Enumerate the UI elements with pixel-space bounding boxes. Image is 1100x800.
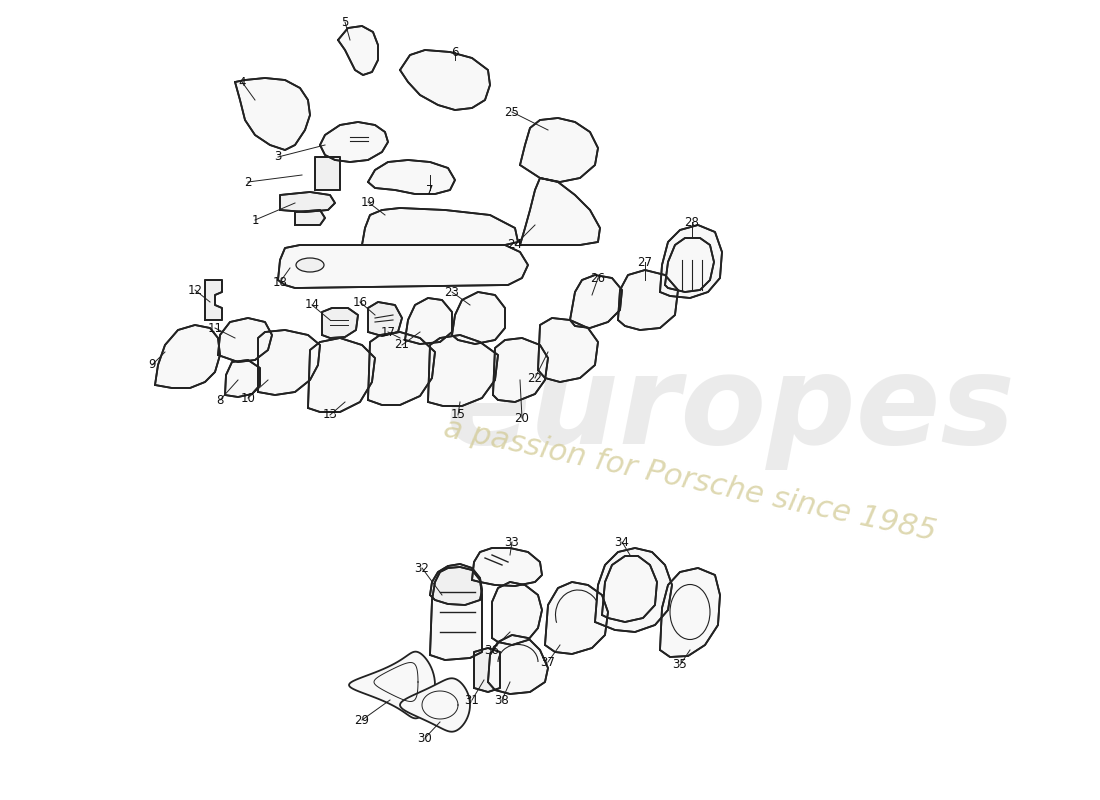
Polygon shape: [428, 335, 498, 406]
Polygon shape: [278, 245, 528, 288]
Polygon shape: [492, 582, 542, 645]
Text: 23: 23: [444, 286, 460, 298]
Text: 22: 22: [528, 371, 542, 385]
Text: 13: 13: [322, 409, 338, 422]
Polygon shape: [226, 360, 260, 397]
Text: 38: 38: [495, 694, 509, 706]
Text: 36: 36: [485, 643, 499, 657]
Polygon shape: [660, 568, 720, 657]
Polygon shape: [218, 318, 272, 362]
Text: 24: 24: [507, 238, 522, 251]
Text: a passion for Porsche since 1985: a passion for Porsche since 1985: [441, 414, 939, 546]
Text: 8: 8: [217, 394, 223, 406]
Polygon shape: [538, 318, 598, 382]
Text: 2: 2: [244, 175, 252, 189]
Polygon shape: [544, 582, 608, 654]
Polygon shape: [368, 332, 434, 405]
Polygon shape: [474, 648, 500, 692]
Text: 33: 33: [505, 535, 519, 549]
Polygon shape: [430, 564, 482, 605]
Polygon shape: [400, 678, 470, 732]
Polygon shape: [595, 548, 672, 632]
Text: 31: 31: [464, 694, 480, 706]
Polygon shape: [322, 308, 358, 338]
Text: 18: 18: [273, 275, 287, 289]
Text: 30: 30: [418, 731, 432, 745]
Polygon shape: [452, 292, 505, 344]
Polygon shape: [280, 192, 336, 212]
Text: 37: 37: [540, 655, 556, 669]
Polygon shape: [315, 157, 340, 190]
Ellipse shape: [296, 258, 324, 272]
Text: 14: 14: [305, 298, 319, 311]
Text: 27: 27: [638, 255, 652, 269]
Text: 5: 5: [341, 15, 349, 29]
Polygon shape: [235, 78, 310, 150]
Text: 26: 26: [591, 271, 605, 285]
Polygon shape: [520, 118, 598, 182]
Polygon shape: [368, 160, 455, 194]
Text: 19: 19: [361, 195, 375, 209]
Polygon shape: [472, 548, 542, 586]
Polygon shape: [618, 270, 678, 330]
Text: 15: 15: [451, 409, 465, 422]
Polygon shape: [660, 225, 722, 298]
Text: 9: 9: [148, 358, 156, 371]
Text: 35: 35: [672, 658, 688, 671]
Polygon shape: [570, 275, 622, 328]
Polygon shape: [338, 26, 378, 75]
Text: 17: 17: [381, 326, 396, 338]
Text: 4: 4: [239, 75, 245, 89]
Polygon shape: [430, 567, 482, 660]
Polygon shape: [205, 280, 222, 320]
Text: europes: europes: [446, 350, 1015, 470]
Text: 28: 28: [684, 215, 700, 229]
Text: 29: 29: [354, 714, 370, 726]
Polygon shape: [520, 178, 600, 245]
Text: 21: 21: [395, 338, 409, 351]
Text: 1: 1: [251, 214, 258, 226]
Polygon shape: [258, 330, 320, 395]
Text: 6: 6: [451, 46, 459, 58]
Text: 16: 16: [352, 295, 367, 309]
Text: 12: 12: [187, 283, 202, 297]
Text: 3: 3: [274, 150, 282, 163]
Polygon shape: [295, 210, 324, 225]
Text: 25: 25: [505, 106, 519, 118]
Text: 11: 11: [208, 322, 222, 334]
Polygon shape: [488, 635, 548, 694]
Polygon shape: [308, 338, 375, 412]
Text: 7: 7: [427, 183, 433, 197]
Text: 34: 34: [615, 535, 629, 549]
Polygon shape: [349, 652, 434, 718]
Polygon shape: [405, 298, 452, 344]
Polygon shape: [362, 208, 518, 245]
Text: 20: 20: [515, 411, 529, 425]
Text: 10: 10: [241, 391, 255, 405]
Polygon shape: [493, 338, 548, 402]
Polygon shape: [368, 302, 402, 336]
Polygon shape: [320, 122, 388, 162]
Text: 32: 32: [415, 562, 429, 574]
Polygon shape: [400, 50, 490, 110]
Polygon shape: [155, 325, 220, 388]
